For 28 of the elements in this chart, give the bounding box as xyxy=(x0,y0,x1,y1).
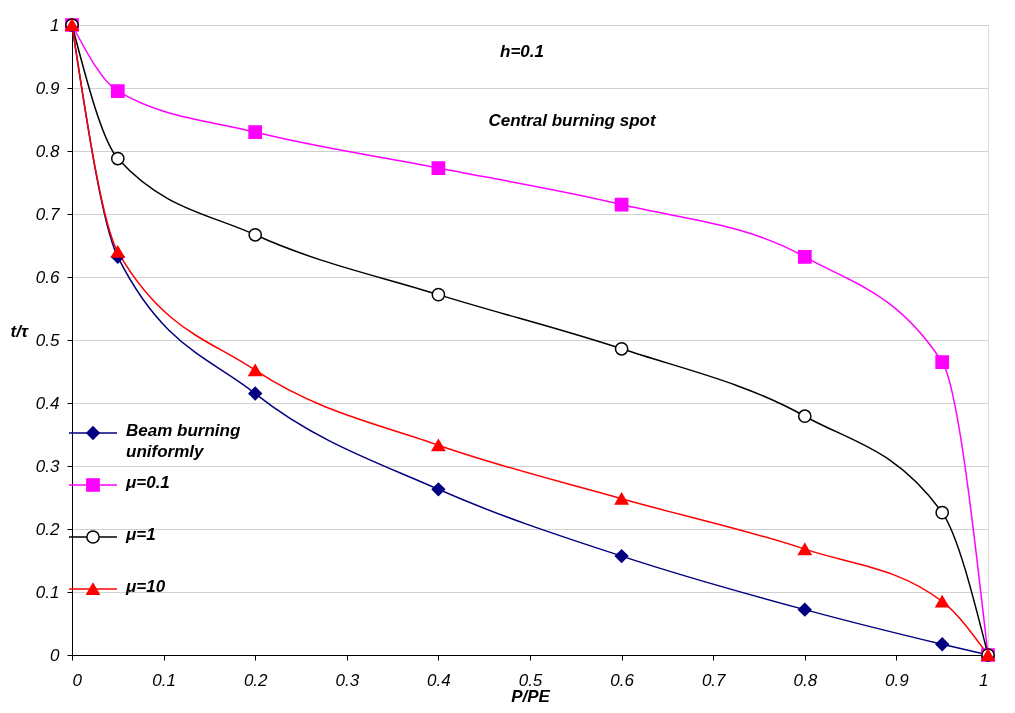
y-tick-label: 0.7 xyxy=(35,204,61,224)
y-tick-label: 0.8 xyxy=(35,141,61,161)
y-tick-label: 0.5 xyxy=(35,330,61,350)
y-tick-label: 0.9 xyxy=(35,78,61,98)
legend-label: μ=10 xyxy=(125,577,166,596)
y-tick-label: 0.1 xyxy=(35,582,60,602)
x-tick-label: 0.3 xyxy=(335,670,360,690)
y-tick-label: 0.4 xyxy=(35,393,60,413)
legend-label: μ=0.1 xyxy=(125,473,170,492)
x-tick-label: 0.7 xyxy=(701,670,727,690)
x-tick-label: 0.8 xyxy=(793,670,818,690)
x-tick-label: 0.6 xyxy=(610,670,635,690)
x-tick-label: 0.9 xyxy=(885,670,910,690)
y-tick-label: 0 xyxy=(50,645,61,665)
y-axis-title: t/τ xyxy=(10,321,29,341)
text: Central burning spot xyxy=(488,111,657,130)
x-tick-label: 0.4 xyxy=(427,670,451,690)
x-tick-label: 0.2 xyxy=(243,670,269,690)
x-tick-label: 1 xyxy=(979,670,989,690)
x-tick-label: 0 xyxy=(72,670,83,690)
legend-label: μ=1 xyxy=(125,525,156,544)
legend-label: Beam burning uniformly xyxy=(126,421,241,461)
y-tick-label: 0.6 xyxy=(35,267,61,287)
y-tick-label: 0.2 xyxy=(35,519,61,539)
text: h=0.1 xyxy=(500,42,544,61)
y-tick-label: 1 xyxy=(50,15,60,35)
y-tick-label: 0.3 xyxy=(35,456,61,476)
x-tick-label: 0.1 xyxy=(152,670,176,690)
